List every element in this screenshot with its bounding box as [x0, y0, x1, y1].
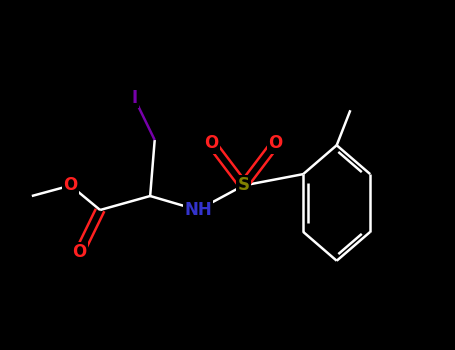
Text: S: S: [238, 176, 249, 195]
Text: O: O: [63, 176, 78, 195]
Text: I: I: [131, 89, 137, 107]
Text: NH: NH: [184, 201, 212, 219]
Text: O: O: [72, 243, 87, 261]
Text: O: O: [204, 134, 219, 153]
Text: O: O: [268, 134, 283, 153]
